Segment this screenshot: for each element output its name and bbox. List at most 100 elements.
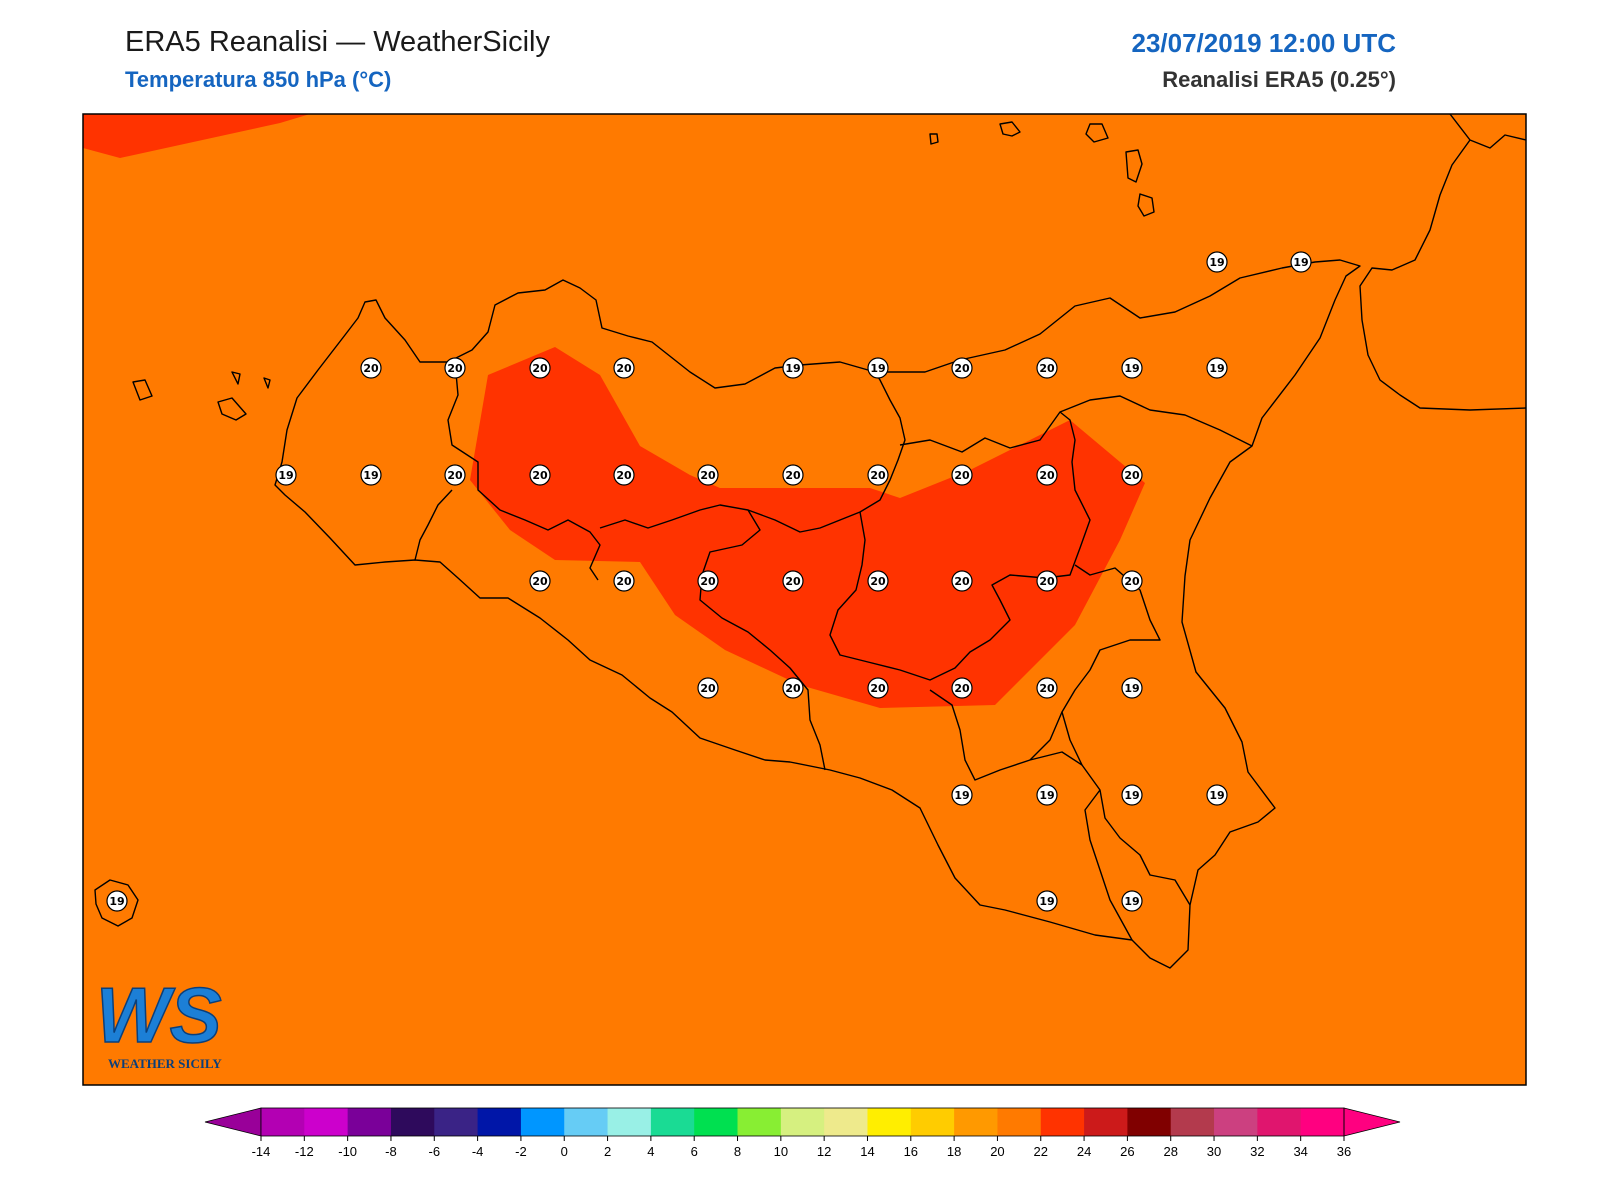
station-value: 20 <box>870 682 886 695</box>
station-value: 19 <box>1124 789 1139 802</box>
station-label: 19 <box>1290 251 1312 273</box>
colorbar-segment <box>1214 1108 1258 1136</box>
colorbar-segment <box>520 1108 565 1136</box>
station-value: 19 <box>1293 256 1308 269</box>
pantelleria-island <box>94 879 139 927</box>
colorbar-segment <box>650 1108 695 1136</box>
station-value: 20 <box>785 469 801 482</box>
station-value: 20 <box>870 575 886 588</box>
station-label: 20 <box>782 677 804 699</box>
station-label: 19 <box>1121 357 1143 379</box>
colorbar-tick-label: 4 <box>647 1144 654 1159</box>
temperature-field-20-22-central <box>470 347 1145 708</box>
station-value: 20 <box>1039 469 1055 482</box>
station-value: 19 <box>1209 789 1224 802</box>
colorbar-segment <box>304 1108 349 1136</box>
station-value: 19 <box>1124 682 1139 695</box>
station-labels: 19 19 20 20 20 20 19 19 20 20 19 19 19 19 20 20 20 20 20 20… <box>106 251 1312 912</box>
colorbar-tick-label: 36 <box>1337 1144 1351 1159</box>
station-value: 20 <box>532 469 548 482</box>
province-border <box>414 489 453 561</box>
station-label: 20 <box>697 677 719 699</box>
station-label: 20 <box>613 464 635 486</box>
colorbar-tick-label: -4 <box>472 1144 484 1159</box>
colorbar-tick-label: 12 <box>817 1144 831 1159</box>
colorbar-tick-label: 34 <box>1293 1144 1307 1159</box>
colorbar-segment <box>434 1108 479 1136</box>
station-value: 20 <box>363 362 379 375</box>
station-value: 19 <box>1124 895 1139 908</box>
station-label: 20 <box>613 357 635 379</box>
colorbar-segment <box>607 1108 652 1136</box>
colorbar-tick-label: -2 <box>515 1144 527 1159</box>
colorbar-segment <box>390 1108 435 1136</box>
station-label: 19 <box>1036 890 1058 912</box>
weathersicily-logo: WS WEATHER SICILY <box>95 970 222 1071</box>
map-frame <box>82 113 1527 1086</box>
colorbar-tick-label: 26 <box>1120 1144 1134 1159</box>
station-value: 19 <box>1124 362 1139 375</box>
colorbar-high-arrow <box>1343 1107 1401 1137</box>
station-value: 19 <box>278 469 293 482</box>
station-value: 20 <box>700 469 716 482</box>
station-value: 20 <box>1039 682 1055 695</box>
province-border <box>1029 711 1063 761</box>
station-label: 20 <box>697 464 719 486</box>
station-label: 20 <box>529 357 551 379</box>
station-label: 20 <box>697 570 719 592</box>
station-label: 20 <box>867 464 889 486</box>
station-value: 19 <box>785 362 800 375</box>
station-label: 19 <box>1206 251 1228 273</box>
map-title: ERA5 Reanalisi — WeatherSicily <box>125 26 550 58</box>
station-value: 20 <box>954 362 970 375</box>
station-value: 19 <box>363 469 378 482</box>
station-label: 19 <box>1121 890 1143 912</box>
station-label: 19 <box>1036 784 1058 806</box>
colorbar-tick-label: 16 <box>904 1144 918 1159</box>
station-label: 20 <box>867 570 889 592</box>
station-value: 20 <box>954 469 970 482</box>
station-value: 20 <box>616 575 632 588</box>
station-label: 20 <box>951 677 973 699</box>
province-border <box>447 361 601 581</box>
station-label: 20 <box>782 570 804 592</box>
station-label: 20 <box>444 464 466 486</box>
province-border <box>1084 789 1133 941</box>
station-label: 20 <box>444 357 466 379</box>
aeolian-islands <box>929 121 1155 217</box>
station-label: 20 <box>951 357 973 379</box>
colorbar-tick-label: 28 <box>1163 1144 1177 1159</box>
station-value: 20 <box>447 469 463 482</box>
colorbar-tick-label: -14 <box>252 1144 271 1159</box>
colorbar-tick-label: 14 <box>860 1144 874 1159</box>
map-source: Reanalisi ERA5 (0.25°) <box>1162 67 1396 92</box>
station-value: 19 <box>1209 362 1224 375</box>
colorbar-segment <box>867 1108 912 1136</box>
station-value: 20 <box>954 682 970 695</box>
station-label: 20 <box>1036 570 1058 592</box>
station-value: 19 <box>109 895 124 908</box>
station-label: 20 <box>529 570 551 592</box>
station-label: 20 <box>867 677 889 699</box>
calabria-coastline <box>1359 114 1526 411</box>
station-label: 20 <box>1121 570 1143 592</box>
temperature-field-20-22-northwest <box>83 114 310 158</box>
station-label: 20 <box>529 464 551 486</box>
colorbar-segment <box>954 1108 998 1136</box>
colorbar-segment <box>824 1108 868 1136</box>
colorbar-segment <box>1127 1108 1172 1136</box>
colorbar-tick-label: 24 <box>1077 1144 1091 1159</box>
colorbar-segment <box>910 1108 955 1136</box>
colorbar-segment <box>997 1108 1042 1136</box>
station-value: 20 <box>1039 362 1055 375</box>
colorbar-tick-label: 20 <box>990 1144 1004 1159</box>
colorbar-segment <box>1257 1108 1302 1136</box>
station-label: 19 <box>1206 784 1228 806</box>
egadi-islands <box>132 371 271 421</box>
map-datetime: 23/07/2019 12:00 UTC <box>1131 28 1396 58</box>
colorbar-tick-label: 0 <box>561 1144 568 1159</box>
station-value: 19 <box>954 789 969 802</box>
colorbar-segment <box>780 1108 825 1136</box>
